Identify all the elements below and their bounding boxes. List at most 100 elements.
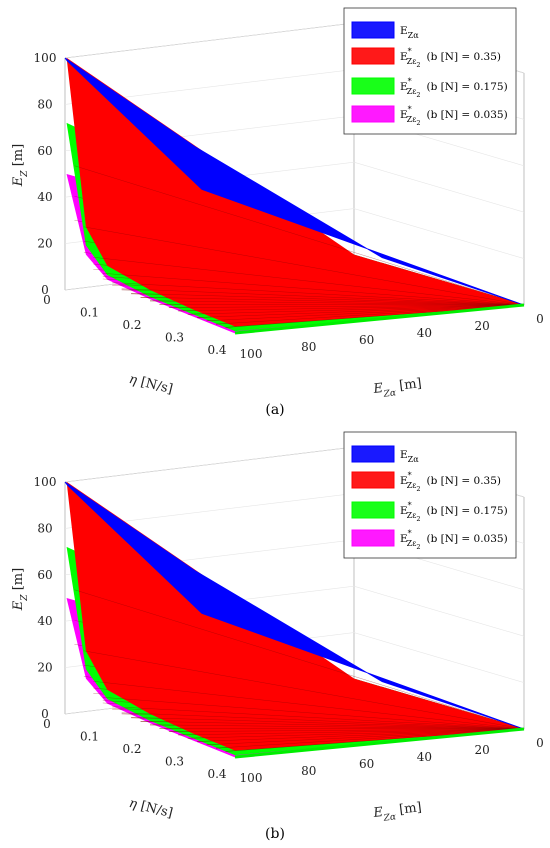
mesh-line xyxy=(168,304,525,308)
mesh-line xyxy=(102,697,525,730)
mesh-line xyxy=(140,720,525,730)
legend-entry: EZα xyxy=(400,449,419,464)
chart-a-svg: 0 20 40 60 80 100 0 0.1 0.2 0.3 0.4 0 20 40 60 80 100 EZ … xyxy=(11,7,544,418)
eta-tick-label: 0.2 xyxy=(122,318,141,332)
plot-b: 0 20 40 60 80 100 0 0.1 0.2 0.3 0.4 0 20 40 60 80 100 EZ … xyxy=(11,431,544,842)
mesh-line xyxy=(178,728,525,736)
mesh-line xyxy=(93,681,525,730)
mesh-line xyxy=(140,296,525,306)
z-tick-label: 80 xyxy=(37,521,52,535)
ex-tick-label: 100 xyxy=(240,347,263,361)
z-tick-label: 60 xyxy=(37,568,52,582)
z-tick-label: 40 xyxy=(37,614,52,628)
mesh-line xyxy=(83,226,525,306)
ex-tick-label: 0 xyxy=(536,736,544,750)
z-tick-label: 100 xyxy=(34,475,57,489)
mesh-line xyxy=(187,728,525,739)
eta-tick-label: 0 xyxy=(43,293,51,307)
legend-entry: E* Zε2(b [N] = 0.35) xyxy=(400,471,501,493)
ex-tick-label: 60 xyxy=(359,333,374,347)
mesh-line xyxy=(206,728,525,746)
z-tick-label: 20 xyxy=(37,661,52,675)
legend-swatch xyxy=(351,21,395,39)
eta-tick-label: 0.1 xyxy=(80,730,99,744)
legend-entry: E* Zε2(b [N] = 0.175) xyxy=(400,501,508,523)
z-tick-label: 40 xyxy=(37,190,52,204)
z-tick-label: 60 xyxy=(37,144,52,158)
mesh-line xyxy=(112,282,525,306)
green-edge-a xyxy=(234,303,525,335)
legend-swatch xyxy=(351,77,395,95)
legend-entry: EZα xyxy=(400,25,419,40)
ex-tick-label: 20 xyxy=(475,319,490,333)
mesh-line xyxy=(74,589,525,730)
mesh-line xyxy=(102,273,525,306)
z-axis-label: EZ [m] xyxy=(11,568,30,611)
eta-axis-label: η [N/s] xyxy=(127,796,174,821)
z-tick-label: 0 xyxy=(41,707,49,721)
legend-swatch xyxy=(351,445,395,463)
mesh-line xyxy=(121,712,525,730)
legend-swatch xyxy=(351,471,395,489)
mesh-line xyxy=(149,724,525,730)
surface-red-a-mesh xyxy=(74,165,525,328)
mesh-line xyxy=(197,304,525,318)
chart-panel-b: 0 20 40 60 80 100 0 0.1 0.2 0.3 0.4 0 20 40 60 80 100 EZ … xyxy=(0,424,550,848)
ex-tick-label: 100 xyxy=(240,771,263,785)
mesh-line xyxy=(149,300,525,306)
legend-entry: E* Zε2(b [N] = 0.35) xyxy=(400,47,501,69)
mesh-line xyxy=(74,165,525,306)
eta-tick-label: 0.4 xyxy=(207,343,226,357)
mesh-line xyxy=(131,717,525,730)
z-tick-label: 80 xyxy=(37,97,52,111)
mesh-line xyxy=(206,304,525,322)
mesh-line xyxy=(216,728,525,749)
chart-b-svg: 0 20 40 60 80 100 0 0.1 0.2 0.3 0.4 0 20 40 60 80 100 EZ … xyxy=(11,431,544,842)
eta-tick-label: 0.4 xyxy=(207,767,226,781)
panel-caption: (a) xyxy=(265,402,284,418)
eta-tick-label: 0.3 xyxy=(165,331,184,345)
mesh-line xyxy=(93,257,525,306)
ex-tick-label: 0 xyxy=(536,312,544,326)
surface-red-b-mesh xyxy=(74,589,525,752)
z-tick-label: 20 xyxy=(37,237,52,251)
surface-red-b xyxy=(66,481,525,751)
mesh-line xyxy=(131,293,525,306)
mesh-line xyxy=(159,304,525,306)
panel-caption: (b) xyxy=(265,826,285,842)
mesh-line xyxy=(168,728,525,732)
green-edge-b xyxy=(234,727,525,759)
legend-swatch xyxy=(351,529,395,547)
mesh-line xyxy=(187,304,525,315)
eta-tick-label: 0.3 xyxy=(165,755,184,769)
eta-tick-label: 0 xyxy=(43,717,51,731)
mesh-line xyxy=(216,304,525,325)
legend-swatch xyxy=(351,47,395,65)
mesh-line xyxy=(112,706,525,730)
ex-tick-label: 40 xyxy=(417,326,432,340)
z-axis-label: EZ [m] xyxy=(11,144,30,187)
eta-tick-label: 0.2 xyxy=(122,742,141,756)
eta-axis-label: η [N/s] xyxy=(127,372,174,397)
ex-tick-label: 40 xyxy=(417,750,432,764)
legend-entry: E* Zε2(b [N] = 0.035) xyxy=(400,529,508,551)
ex-axis-label: EZα [m] xyxy=(372,800,423,825)
ex-tick-label: 60 xyxy=(359,757,374,771)
z-tick-label: 0 xyxy=(41,283,49,297)
z-tick-label: 100 xyxy=(34,51,57,65)
ex-axis-label: EZα [m] xyxy=(372,376,423,401)
chart-panel-a: 0 20 40 60 80 100 0 0.1 0.2 0.3 0.4 0 20 40 60 80 100 EZ … xyxy=(11,7,544,418)
legend-entry: E* Zε2(b [N] = 0.035) xyxy=(400,105,508,127)
legend-a: EZα E* Zε2(b [N] = 0.35) E* Zε2(b [N] = 0.17… xyxy=(343,7,517,135)
plot-a: 0 20 40 60 80 100 0 0.1 0.2 0.3 0.4 0 20 40 60 80 100 EZ … xyxy=(11,7,544,418)
legend-entry: E* Zε2(b [N] = 0.175) xyxy=(400,77,508,99)
ex-tick-label: 80 xyxy=(301,764,316,778)
legend-b: EZα E* Zε2(b [N] = 0.35) E* Zε2(b [N] = 0.17… xyxy=(343,431,517,559)
mesh-line xyxy=(178,304,525,312)
legend-swatch xyxy=(351,501,395,519)
surface-red-a xyxy=(66,57,525,327)
eta-tick-label: 0.1 xyxy=(80,306,99,320)
ex-tick-label: 80 xyxy=(301,340,316,354)
legend-swatch xyxy=(351,105,395,123)
ex-tick-label: 20 xyxy=(475,743,490,757)
